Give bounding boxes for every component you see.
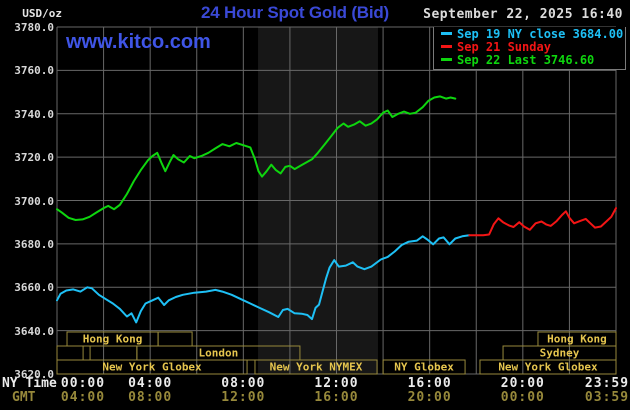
- session-box-ny-globex: [382, 359, 466, 375]
- session-box-new-york-nymex: [254, 359, 378, 375]
- y-tick-label: 3640.0: [14, 324, 54, 338]
- chart-datetime: September 22, 2025 16:40: [423, 7, 623, 22]
- x-tick-label-gmt: 16:00: [314, 390, 359, 405]
- legend-entry: Sep 19 NY close 3684.00: [434, 26, 625, 41]
- x-axis-gmt-label: GMT: [12, 390, 36, 405]
- session-label: London: [199, 347, 239, 360]
- session-label: Sydney: [540, 347, 580, 360]
- legend-entry-label: Sep 19 NY close 3684.00: [457, 26, 624, 41]
- y-axis-unit-label: USD/oz: [22, 7, 62, 20]
- x-tick-label-ny: 20:00: [500, 376, 545, 391]
- x-tick-label-gmt: 03:59: [584, 390, 630, 405]
- x-tick-label-gmt: 08:00: [128, 390, 173, 405]
- legend-entry-label: Sep 21 Sunday: [457, 39, 551, 54]
- page-title: 24 Hour Spot Gold (Bid): [200, 3, 390, 22]
- session-label: Hong Kong: [83, 333, 143, 346]
- series-line-sep-22-last: [56, 95, 457, 221]
- y-tick-label: 3700.0: [14, 194, 54, 208]
- legend-entry-label: Sep 22 Last 3746.60: [457, 52, 595, 67]
- session-label: NY Globex: [394, 361, 454, 374]
- x-axis-ny-time-label: NY Time: [2, 376, 57, 391]
- legend-entry: Sep 22 Last 3746.60: [434, 52, 625, 67]
- session-label: New York NYMEX: [270, 361, 363, 374]
- y-tick-label: 3760.0: [14, 64, 54, 78]
- x-tick-label-ny: 23:59: [584, 376, 630, 391]
- session-box-unlabeled: [89, 345, 138, 361]
- series-line-sep-19-ny-close: [56, 234, 471, 324]
- y-tick-label: 3740.0: [14, 107, 54, 121]
- session-box-new-york-globex: [56, 359, 248, 375]
- x-tick-label-gmt: 20:00: [407, 390, 452, 405]
- session-box-unlabeled: [56, 345, 84, 361]
- session-label: New York Globex: [102, 361, 202, 374]
- legend: Sep 19 NY close 3684.00 Sep 21 Sunday Sep …: [433, 27, 626, 70]
- session-label: Hong Kong: [547, 333, 607, 346]
- x-tick-label-ny: 00:00: [60, 376, 106, 391]
- x-tick-label-gmt: 12:00: [221, 390, 266, 405]
- legend-entry: Sep 21 Sunday: [434, 39, 625, 54]
- x-tick-label-ny: 12:00: [314, 376, 359, 391]
- x-tick-label-ny: 08:00: [221, 376, 266, 391]
- x-tick-label-gmt: 00:00: [500, 390, 545, 405]
- x-tick-label-gmt: 04:00: [60, 390, 106, 405]
- legend-dash-icon: [441, 58, 452, 61]
- x-tick-label-ny: 16:00: [407, 376, 452, 391]
- x-tick-label-ny: 04:00: [128, 376, 173, 391]
- y-tick-label: 3680.0: [14, 237, 54, 251]
- session-box-new-york-globex: [479, 359, 617, 375]
- y-tick-label: 3720.0: [14, 151, 54, 165]
- legend-dash-icon: [441, 32, 452, 35]
- y-tick-label: 3620.0: [14, 368, 54, 381]
- session-label: New York Globex: [498, 361, 598, 374]
- y-tick-label: 3780.0: [14, 21, 54, 34]
- y-tick-label: 3660.0: [14, 281, 54, 295]
- session-box-unlabeled: [157, 331, 193, 347]
- kitco-watermark-link[interactable]: www.kitco.com: [66, 31, 211, 53]
- series-line-sep-21-sunday: [468, 207, 617, 237]
- legend-dash-icon: [441, 45, 452, 48]
